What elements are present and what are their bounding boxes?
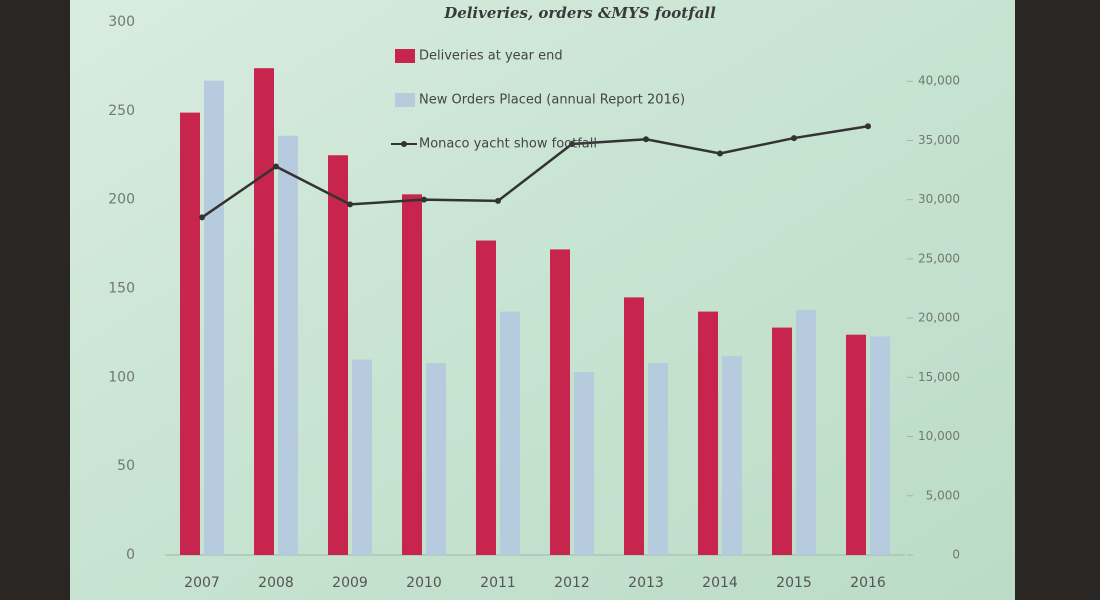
legend-swatch bbox=[395, 49, 415, 63]
y2-tick-label: 0 bbox=[952, 548, 960, 562]
legend-swatch bbox=[401, 141, 407, 147]
legend-label: Deliveries at year end bbox=[419, 49, 563, 64]
line-point bbox=[643, 136, 649, 143]
bar bbox=[402, 194, 422, 555]
y2-tick-label: 10,000 bbox=[918, 429, 960, 443]
x-tick-label: 2016 bbox=[850, 575, 886, 591]
legend-label: Monaco yacht show footfall bbox=[419, 137, 597, 152]
bar bbox=[352, 359, 372, 555]
bar bbox=[796, 309, 816, 555]
x-tick-label: 2014 bbox=[702, 575, 738, 591]
bar bbox=[870, 336, 890, 555]
line-point bbox=[199, 214, 205, 221]
x-tick-label: 2015 bbox=[776, 575, 812, 591]
line-point bbox=[791, 135, 797, 142]
x-tick-label: 2010 bbox=[406, 575, 442, 591]
line-point bbox=[495, 197, 501, 204]
y2-tick-label: 20,000 bbox=[918, 311, 960, 325]
y2-tick-label: 35,000 bbox=[918, 133, 960, 147]
line-point bbox=[421, 196, 427, 203]
line-point bbox=[865, 123, 871, 130]
y-tick-label: 300 bbox=[108, 14, 135, 30]
line-point bbox=[569, 140, 575, 147]
x-tick-label: 2011 bbox=[480, 575, 516, 591]
y-tick-label: 150 bbox=[108, 281, 135, 297]
y-tick-label: 250 bbox=[108, 103, 135, 119]
x-tick-label: 2013 bbox=[628, 575, 664, 591]
x-tick-label: 2008 bbox=[258, 575, 294, 591]
y2-tick-label: 15,000 bbox=[918, 370, 960, 384]
line-point bbox=[273, 163, 279, 170]
y2-tick-label: 40,000 bbox=[918, 74, 960, 88]
bar bbox=[278, 135, 298, 555]
bar bbox=[180, 112, 200, 556]
y-tick-label: 200 bbox=[108, 192, 135, 208]
y2-tick-label: 25,000 bbox=[918, 251, 960, 265]
bar bbox=[698, 311, 718, 555]
bar bbox=[254, 68, 274, 556]
legend-label: New Orders Placed (annual Report 2016) bbox=[419, 93, 685, 108]
x-tick-label: 2007 bbox=[184, 575, 220, 591]
y-tick-label: 0 bbox=[126, 547, 135, 563]
bar bbox=[574, 372, 594, 555]
bar bbox=[476, 240, 496, 555]
line bbox=[201, 124, 869, 219]
y2-tick-label: 30,000 bbox=[918, 192, 960, 206]
legend-swatch bbox=[395, 93, 415, 107]
bar bbox=[722, 356, 742, 555]
bar bbox=[648, 363, 668, 555]
bar bbox=[550, 249, 570, 555]
y-tick-label: 100 bbox=[108, 369, 135, 385]
bar bbox=[846, 334, 866, 555]
bar bbox=[328, 155, 348, 555]
bar bbox=[772, 327, 792, 555]
chart-title: Deliveries, orders &MYS footfall bbox=[443, 4, 716, 22]
bar bbox=[624, 297, 644, 555]
bar bbox=[500, 311, 520, 555]
line-point bbox=[347, 201, 353, 208]
y-tick-label: 50 bbox=[117, 458, 135, 474]
y2-tick-label: 5,000 bbox=[926, 488, 960, 502]
line-point bbox=[717, 150, 723, 157]
bar bbox=[426, 363, 446, 555]
bar bbox=[204, 80, 224, 555]
x-tick-label: 2009 bbox=[332, 575, 368, 591]
x-tick-label: 2012 bbox=[554, 575, 590, 591]
